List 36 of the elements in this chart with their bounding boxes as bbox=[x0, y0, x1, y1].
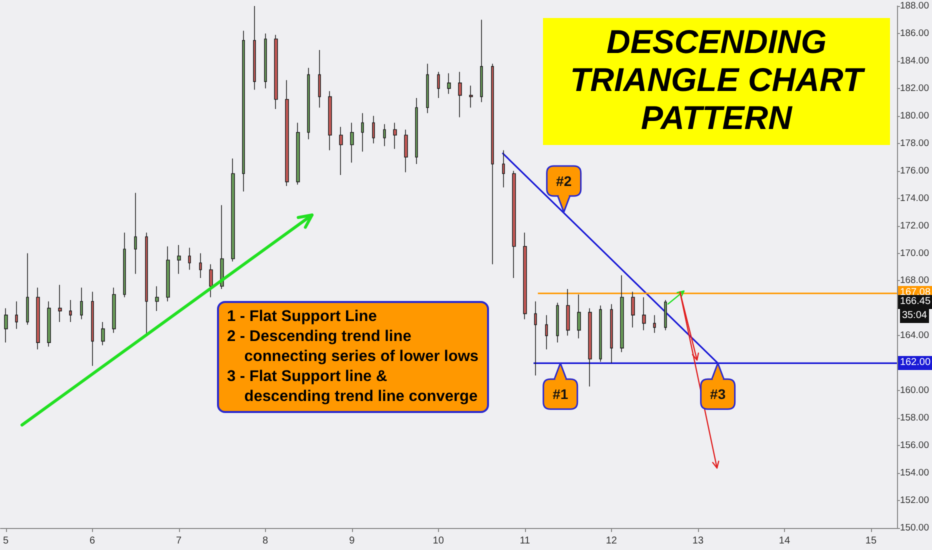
x-tick-label: 6 bbox=[89, 536, 96, 546]
y-tick-label: 186.00 bbox=[900, 28, 930, 39]
annotation: #3 bbox=[710, 386, 726, 402]
y-tick-label: 160.00 bbox=[900, 385, 930, 396]
annotation: 162.00 bbox=[898, 356, 932, 370]
x-tick-label: 9 bbox=[349, 536, 356, 546]
text: DESCENDING TRIANGLE CHART PATTERN bbox=[543, 18, 890, 145]
y-tick-label: 158.00 bbox=[900, 412, 930, 424]
y-tick-label: 184.00 bbox=[900, 55, 930, 66]
annotation: 1 - Flat Support Line 2 - Descending trend line connecting series of lower lows 3 - Flat Support line & descending trend line converge bbox=[217, 301, 489, 413]
x-tick-label: 11 bbox=[520, 536, 531, 546]
y-tick-label: 152.00 bbox=[900, 495, 930, 506]
x-tick-label: 12 bbox=[606, 536, 618, 546]
y-tick-label: 168.00 bbox=[900, 275, 930, 286]
x-tick-label: 13 bbox=[692, 536, 704, 546]
y-tick-label: 172.00 bbox=[900, 220, 930, 232]
y-tick-label: 188.00 bbox=[900, 0, 930, 12]
y-tick-label: 170.00 bbox=[900, 248, 930, 259]
x-tick-label: 7 bbox=[176, 536, 182, 546]
x-tick-label: 8 bbox=[262, 536, 269, 546]
x-tick-label: 10 bbox=[432, 536, 444, 546]
x-tick-label: 5 bbox=[2, 536, 9, 546]
y-tick-label: 164.00 bbox=[900, 330, 930, 342]
x-tick-label: 14 bbox=[778, 536, 790, 546]
y-tick-label: 178.00 bbox=[900, 138, 930, 149]
y-tick-label: 174.00 bbox=[900, 192, 930, 204]
y-tick-label: 156.00 bbox=[900, 440, 930, 452]
y-tick-label: 176.00 bbox=[900, 165, 930, 176]
text: 35:04 bbox=[900, 309, 929, 324]
annotation: #1 bbox=[552, 386, 568, 402]
y-tick-label: 150.00 bbox=[900, 522, 930, 534]
y-tick-label: 182.00 bbox=[900, 82, 930, 94]
y-tick-label: 154.00 bbox=[900, 468, 930, 479]
annotation: #2 bbox=[556, 173, 572, 190]
y-tick-label: 180.00 bbox=[900, 110, 930, 122]
x-tick-label: 15 bbox=[865, 536, 877, 546]
